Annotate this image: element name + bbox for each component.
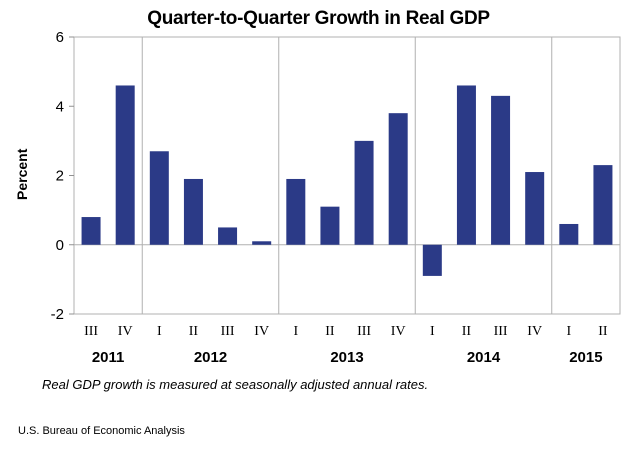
- x-tick-label: I: [430, 324, 435, 339]
- bar: [559, 223, 579, 245]
- x-tick-label: II: [189, 324, 199, 339]
- year-label: 2011: [92, 349, 125, 366]
- footnote: Real GDP growth is measured at seasonall…: [42, 377, 429, 392]
- bar: [218, 227, 238, 245]
- x-tick-label: III: [357, 324, 371, 339]
- y-tick-label: 0: [56, 237, 64, 254]
- bar: [183, 178, 203, 245]
- bar: [286, 178, 306, 245]
- x-tick-label: IV: [118, 324, 133, 339]
- x-tick-label: III: [221, 324, 235, 339]
- year-label: 2012: [194, 349, 227, 366]
- bar: [252, 241, 272, 245]
- x-tick-label: IV: [254, 324, 269, 339]
- x-tick-label: III: [84, 324, 98, 339]
- bar: [491, 95, 511, 245]
- bar: [149, 151, 169, 245]
- x-tick-label: I: [566, 324, 571, 339]
- x-tick-label: I: [293, 324, 298, 339]
- bar: [593, 165, 613, 245]
- bar: [81, 217, 101, 245]
- bar: [456, 85, 476, 245]
- year-label: 2015: [569, 349, 602, 366]
- bar: [115, 85, 135, 245]
- x-tick-label: II: [325, 324, 335, 339]
- x-tick-label: III: [494, 324, 508, 339]
- bar: [525, 172, 545, 245]
- y-tick-label: 4: [56, 98, 64, 115]
- y-tick-label: 6: [56, 29, 64, 46]
- y-tick-label: 2: [56, 168, 64, 185]
- source-credit: U.S. Bureau of Economic Analysis: [18, 425, 185, 437]
- chart-title: Quarter-to-Quarter Growth in Real GDP: [147, 8, 490, 29]
- bar: [354, 140, 374, 245]
- x-tick-label: II: [462, 324, 472, 339]
- x-tick-label: I: [157, 324, 162, 339]
- year-label: 2013: [330, 349, 363, 366]
- x-tick-label: IV: [391, 324, 406, 339]
- bar: [320, 206, 340, 245]
- bar: [422, 244, 442, 276]
- bar: [388, 113, 408, 245]
- x-tick-label: II: [598, 324, 608, 339]
- x-tick-label: IV: [527, 324, 542, 339]
- year-label: 2014: [467, 349, 501, 366]
- y-tick-label: -2: [51, 306, 64, 323]
